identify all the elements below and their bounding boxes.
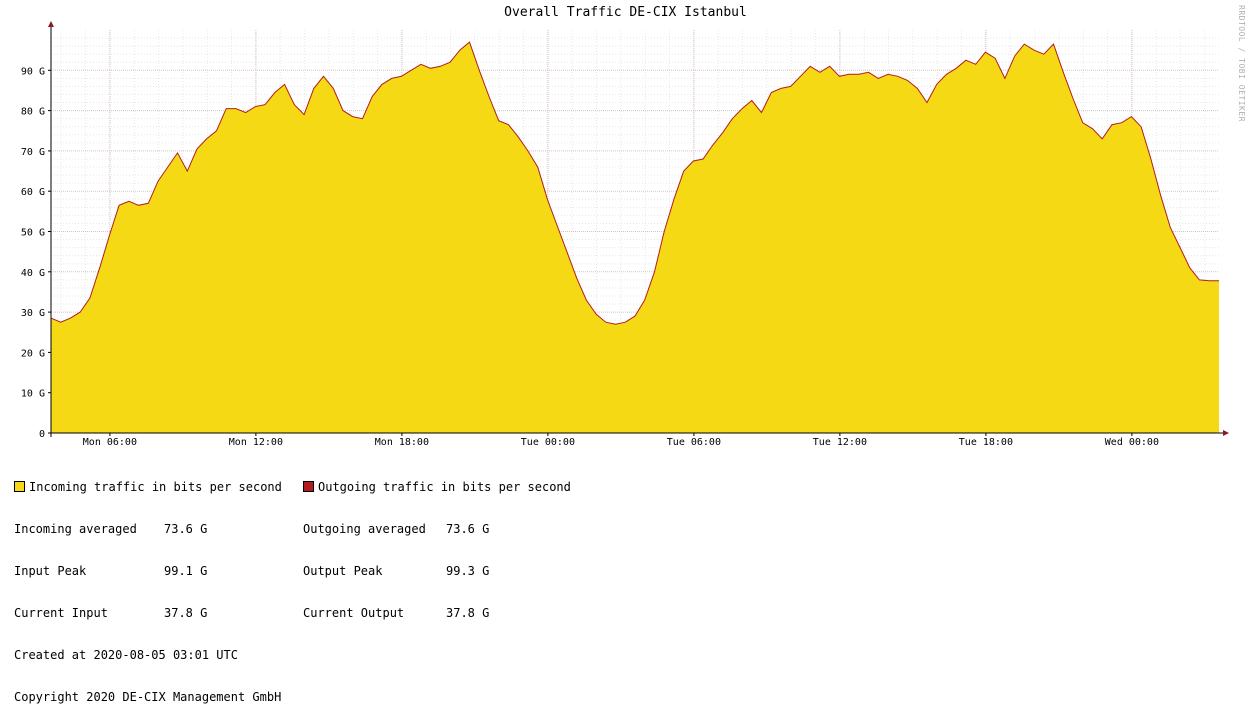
outgoing-averaged-row: Outgoing averaged 73.6 G — [303, 522, 571, 536]
output-peak-label: Output Peak — [303, 564, 383, 578]
input-peak-row: Input Peak 99.1 G — [14, 564, 282, 578]
incoming-averaged-label: Incoming averaged — [14, 522, 137, 536]
incoming-label: Incoming traffic in bits per second — [29, 480, 282, 494]
incoming-traffic-area — [51, 42, 1219, 433]
x-tick-label: Tue 00:00 — [521, 437, 575, 448]
legend-outgoing-entry: Outgoing traffic in bits per second — [303, 480, 571, 494]
rrdtool-watermark: RRDTOOL / TOBI OETIKER — [1237, 5, 1246, 122]
current-output-label: Current Output — [303, 606, 405, 620]
axes — [48, 21, 1229, 437]
outgoing-averaged-value: 73.6 G — [446, 522, 490, 536]
legend-incoming-entry: Incoming traffic in bits per second — [14, 480, 282, 494]
created-at: Created at 2020-08-05 03:01 UTC — [14, 648, 238, 662]
y-tick-label: 80 G — [21, 107, 45, 118]
incoming-averaged-value: 73.6 G — [164, 522, 208, 536]
y-tick-label: 40 G — [21, 268, 45, 279]
current-input-value: 37.8 G — [164, 606, 208, 620]
y-axis-ticks: 0 10 G 20 G 30 G 40 G 50 G 60 G 70 G 80 G 90 G — [21, 66, 51, 440]
legend-outgoing: Outgoing traffic in bits per second Outg… — [303, 452, 571, 634]
x-axis-arrow — [1223, 430, 1229, 436]
x-axis-ticks: Mon 06:00 Mon 12:00 Mon 18:00 Tue 00:00 Tue … — [83, 433, 1159, 448]
legend-incoming: Incoming traffic in bits per second Inco… — [14, 452, 282, 718]
input-peak-label: Input Peak — [14, 564, 87, 578]
y-tick-label: 10 G — [21, 389, 45, 400]
current-output-value: 37.8 G — [446, 606, 490, 620]
y-tick-label: 30 G — [21, 308, 45, 319]
input-peak-value: 99.1 G — [164, 564, 208, 578]
x-tick-label: Tue 18:00 — [959, 437, 1013, 448]
outgoing-averaged-label: Outgoing averaged — [303, 522, 426, 536]
copyright: Copyright 2020 DE-CIX Management GmbH — [14, 690, 282, 704]
traffic-chart: 0 10 G 20 G 30 G 40 G 50 G 60 G 70 G 80 G 90 G Mo… — [21, 21, 1229, 448]
current-input-label: Current Input — [14, 606, 108, 620]
y-tick-label: 0 — [39, 429, 45, 440]
x-tick-label: Tue 06:00 — [667, 437, 721, 448]
incoming-swatch — [14, 481, 25, 492]
y-axis-arrow — [48, 21, 54, 27]
y-tick-label: 60 G — [21, 187, 45, 198]
output-peak-value: 99.3 G — [446, 564, 490, 578]
y-tick-label: 20 G — [21, 348, 45, 359]
x-tick-label: Tue 12:00 — [813, 437, 867, 448]
y-tick-label: 50 G — [21, 228, 45, 239]
outgoing-label: Outgoing traffic in bits per second — [318, 480, 571, 494]
x-tick-label: Mon 18:00 — [375, 437, 429, 448]
x-tick-label: Mon 12:00 — [229, 437, 283, 448]
incoming-averaged-row: Incoming averaged 73.6 G — [14, 522, 282, 536]
x-tick-label: Wed 00:00 — [1105, 437, 1159, 448]
output-peak-row: Output Peak 99.3 G — [303, 564, 571, 578]
x-tick-label: Mon 06:00 — [83, 437, 137, 448]
current-input-row: Current Input 37.8 G — [14, 606, 282, 620]
current-output-row: Current Output 37.8 G — [303, 606, 571, 620]
y-tick-label: 70 G — [21, 147, 45, 158]
outgoing-swatch — [303, 481, 314, 492]
y-tick-label: 90 G — [21, 66, 45, 77]
chart-title: Overall Traffic DE-CIX Istanbul — [504, 5, 747, 20]
outgoing-traffic-line — [50, 41, 1219, 325]
